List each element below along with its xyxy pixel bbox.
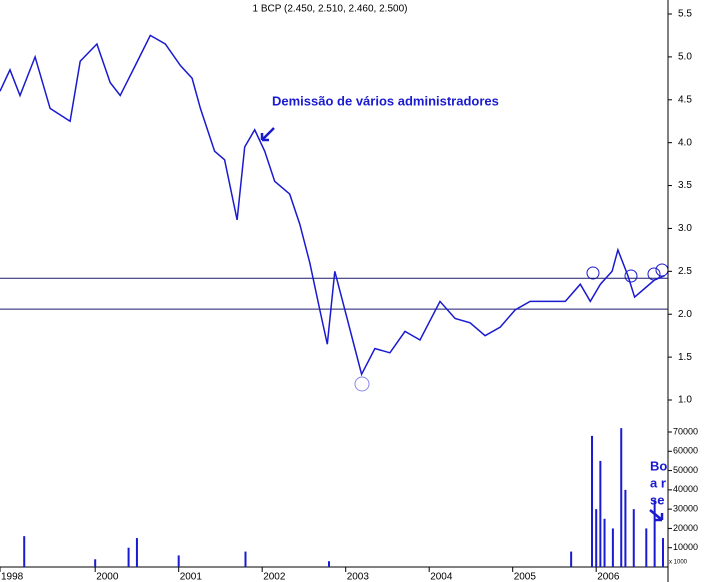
arrow bbox=[260, 127, 275, 142]
chart-title: 1 BCP (2.450, 2.510, 2.460, 2.500) bbox=[253, 4, 408, 15]
y-tick-label: 10000 bbox=[673, 542, 698, 552]
x-tick-label: 2000 bbox=[96, 572, 119, 582]
volume-bar bbox=[599, 460, 602, 567]
volume-bar bbox=[620, 428, 623, 567]
side-note: Bo bbox=[650, 458, 667, 473]
volume-bar bbox=[244, 551, 247, 567]
volume-bar bbox=[591, 435, 594, 567]
x-tick-label: 2004 bbox=[430, 572, 453, 582]
y-tick-label: 3.0 bbox=[678, 223, 692, 234]
volume-bar bbox=[570, 551, 573, 567]
smileys bbox=[354, 263, 669, 392]
x-tick-label: 2002 bbox=[263, 572, 286, 582]
volume-bar bbox=[603, 518, 606, 567]
y-tick-label: 1.0 bbox=[678, 395, 692, 406]
volume-bar bbox=[94, 559, 97, 567]
volume-bar bbox=[661, 538, 664, 567]
side-note: a r bbox=[650, 475, 666, 490]
side-note: se bbox=[650, 492, 664, 507]
y-tick-label: 4.5 bbox=[678, 94, 692, 105]
volume-bar bbox=[127, 547, 130, 567]
x-tick-label: 2003 bbox=[347, 572, 370, 582]
price-line bbox=[0, 34, 665, 377]
y-tick-label: 70000 bbox=[673, 426, 698, 436]
volume-unit: x 1000 bbox=[669, 560, 688, 566]
y-tick-label: 60000 bbox=[673, 446, 698, 456]
volume-bar bbox=[653, 499, 656, 567]
volume-bar bbox=[135, 538, 138, 567]
y-tick-label: 20000 bbox=[673, 523, 698, 533]
volume-bar bbox=[624, 489, 627, 567]
y-tick-label: 1.5 bbox=[678, 352, 692, 363]
y-tick-label: 4.0 bbox=[678, 137, 692, 148]
volume-bar bbox=[177, 555, 180, 567]
arrow bbox=[649, 509, 664, 522]
volume-bar bbox=[327, 561, 330, 567]
y-tick-label: 2.5 bbox=[678, 266, 692, 277]
volume-bar bbox=[611, 528, 614, 567]
volume-bar bbox=[645, 528, 648, 567]
volume-bar bbox=[595, 509, 598, 567]
y-tick-label: 50000 bbox=[673, 465, 698, 475]
y-tick-label: 5.5 bbox=[678, 9, 692, 20]
volume-bar bbox=[23, 536, 26, 567]
y-tick-label: 2.0 bbox=[678, 309, 692, 320]
y-tick-label: 30000 bbox=[673, 504, 698, 514]
volume-bar bbox=[632, 509, 635, 567]
y-tick-label: 5.0 bbox=[678, 52, 692, 63]
x-tick-label: 2005 bbox=[514, 572, 537, 582]
x-tick-label: 2001 bbox=[180, 572, 203, 582]
y-tick-label: 40000 bbox=[673, 484, 698, 494]
x-tick-label: 1998 bbox=[1, 572, 24, 582]
x-tick-label: 2006 bbox=[597, 572, 620, 582]
annotation: Demissão de vários administradores bbox=[272, 93, 499, 108]
y-tick-label: 3.5 bbox=[678, 180, 692, 191]
